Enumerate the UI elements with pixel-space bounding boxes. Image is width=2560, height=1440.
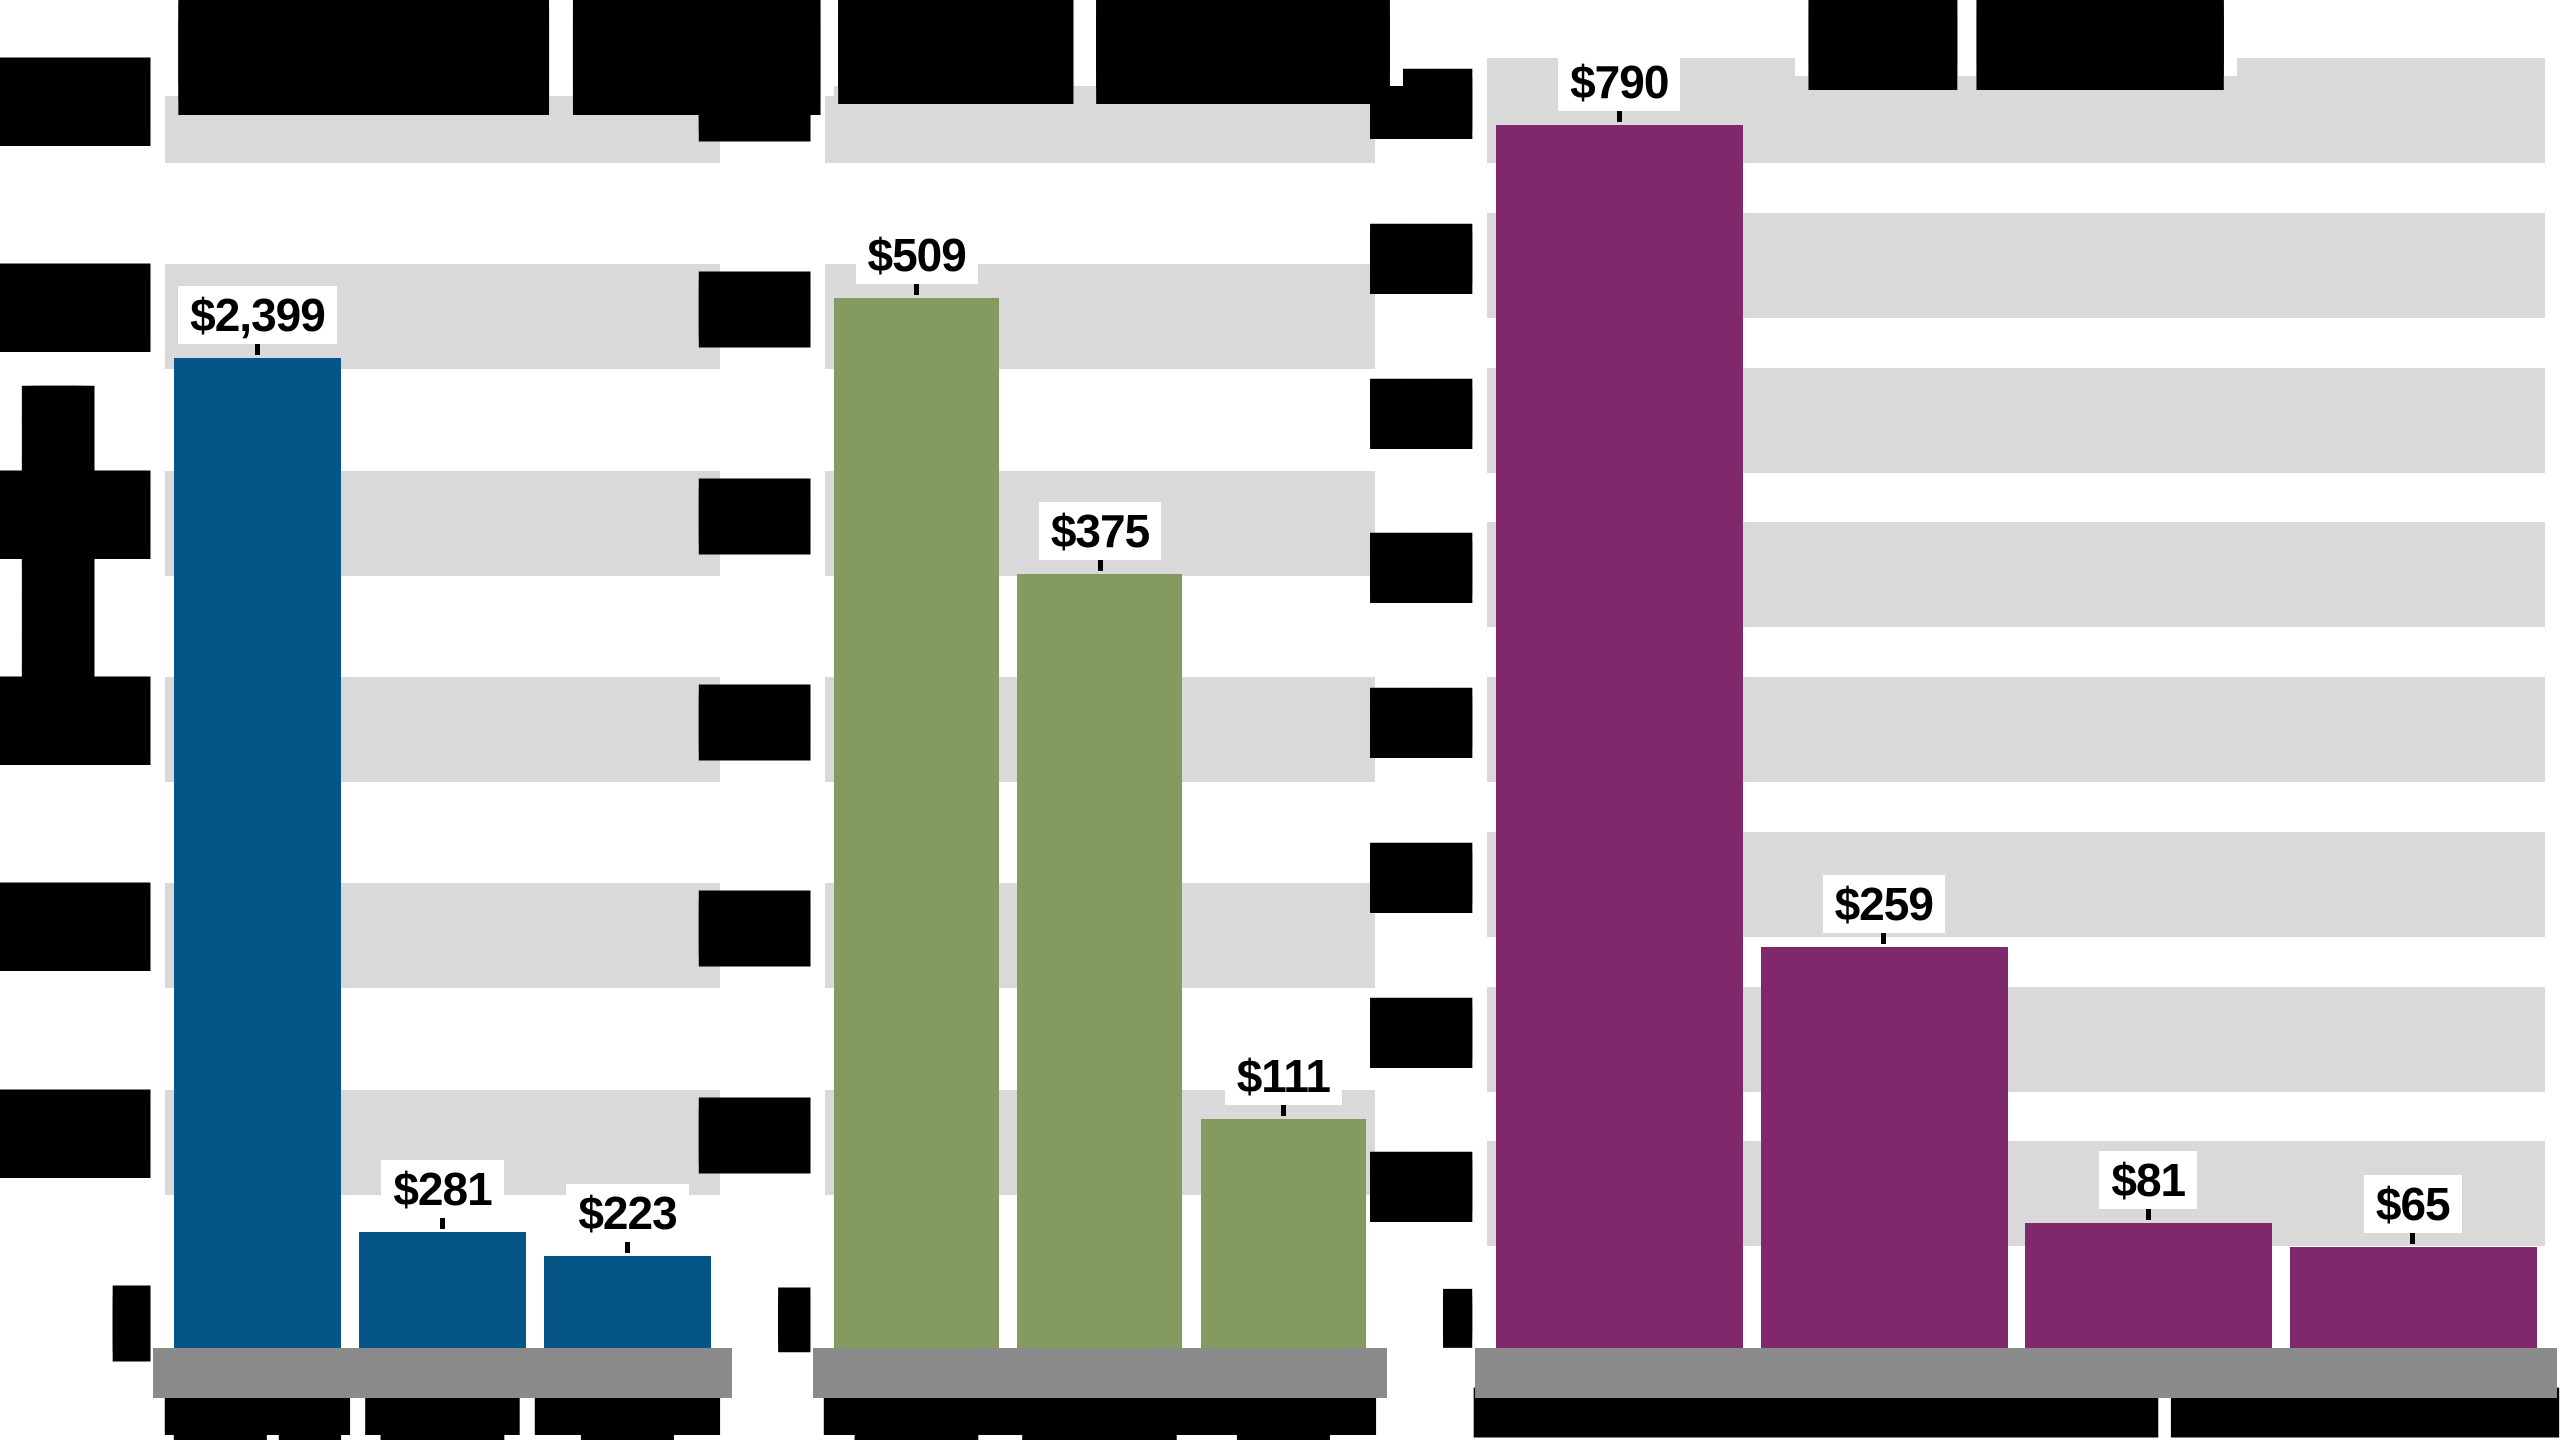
x-axis-category-line: ███: [1162, 1432, 1405, 1440]
x-axis-category-line: █████: [978, 1432, 1221, 1440]
y-axis-tick-label: ████: [0, 482, 150, 548]
panel-3-plot-area: $790 $259 $81 $65: [1487, 0, 2545, 1348]
bar-$65: [2290, 1247, 2537, 1348]
value-label-tick: [1881, 931, 1887, 944]
x-axis-category-line: ██████: [824, 1389, 1009, 1435]
x-axis-band: [813, 1348, 1387, 1398]
value-label-tick: [625, 1240, 630, 1253]
bar-$81: [2025, 1223, 2272, 1348]
y-axis-tick-label: ████: [0, 70, 150, 135]
panel-1-plot-area: $2,399 $281 $223: [165, 0, 720, 1348]
panel-2-title: ████ █████: [825, 2, 1404, 86]
bar-value-text: $65: [2363, 1175, 2462, 1233]
value-label-tick: [2145, 1207, 2151, 1220]
x-axis-band: [1475, 1348, 2557, 1398]
x-axis-category-label: █████████: [320, 1392, 565, 1440]
x-axis-category-line: █████████: [2268, 1388, 2559, 1437]
bar-value-text: $111: [1224, 1047, 1342, 1105]
x-axis-band: [153, 1348, 732, 1398]
x-axis-category-label: ████████████: [978, 1392, 1221, 1440]
bar-value-text: $223: [566, 1184, 689, 1242]
y-axis-zero-label: █: [778, 1296, 810, 1344]
y-axis-tick-label: ████: [0, 689, 150, 754]
bar-value-text: $375: [1038, 502, 1162, 560]
x-axis-category-line: ████████: [1755, 1388, 2014, 1437]
y-axis-zero-label: █: [1443, 1297, 1472, 1340]
x-axis-category-label: ██████████: [795, 1392, 1038, 1440]
y-axis-tick-label: ████: [0, 1101, 150, 1167]
bar-$111: [1201, 1119, 1366, 1348]
panel-2-plot-area: $509 $375 $111: [825, 0, 1375, 1348]
y-axis-tick-label: ████: [0, 895, 150, 961]
y-axis-tick-label: ███: [1370, 1007, 1472, 1059]
y-axis-tick-label: ███: [699, 695, 810, 751]
panel-1-title: ██████ ████: [165, 8, 834, 96]
value-label-tick: [1616, 109, 1622, 122]
x-axis-category-line: ██████: [1191, 1389, 1376, 1435]
x-axis-category-line: █████ ████: [1996, 1388, 2301, 1437]
bar-value-label: $2,399: [98, 286, 418, 344]
x-axis-category-label: █████████ ██: [135, 1392, 380, 1440]
y-axis-zero-label: █: [113, 1296, 150, 1352]
bar-value-label: $111: [1123, 1047, 1443, 1105]
bar-value-text: $790: [1558, 53, 1681, 111]
x-axis-category-line: █████: [365, 1389, 520, 1435]
bar-value-label: $375: [940, 502, 1260, 560]
bar-value-label: $81: [1988, 1151, 2308, 1209]
bar-$509: [834, 298, 999, 1348]
x-axis-category-line: ██████: [535, 1389, 720, 1435]
x-axis-category-label: █████████: [505, 1392, 750, 1440]
bar-value-text: $509: [855, 226, 978, 284]
y-axis-tick-label: ████: [0, 276, 150, 342]
y-axis-tick-label: ███: [1370, 543, 1472, 595]
x-axis-category-label: █████████: [2251, 1388, 2560, 1437]
y-axis-tick-label: ███: [1370, 388, 1472, 440]
bar-value-text: $281: [381, 1160, 504, 1218]
bar-value-label: $223: [468, 1184, 788, 1242]
x-axis-category-label: █████ ████: [1986, 1388, 2311, 1437]
bar-value-label: $65: [2253, 1175, 2560, 1233]
x-axis-category-line: ███ ██: [135, 1432, 380, 1440]
x-axis-category-line: ████: [320, 1432, 565, 1440]
bar-value-text: $259: [1822, 875, 1945, 933]
bar-value-label: $790: [1459, 53, 1779, 111]
bar-value-text: $2,399: [178, 286, 337, 344]
x-axis-category-line: █████████: [1474, 1388, 1765, 1437]
y-axis-tick-label: ███: [1370, 79, 1472, 130]
y-axis-tick-label: ███: [1370, 1162, 1472, 1214]
x-axis-category-label: █████████: [1162, 1392, 1405, 1440]
bar-$259: [1761, 947, 2008, 1348]
y-axis-tick-label: ███: [1370, 852, 1472, 904]
bar-value-text: $81: [2099, 1151, 2198, 1209]
panel-3-title: ███ █████: [1487, 4, 2545, 76]
bar-value-label: $509: [757, 226, 1077, 284]
value-label-tick: [1280, 1103, 1286, 1116]
bar-$790: [1496, 125, 1743, 1348]
x-axis-category-label: █████████: [1457, 1388, 1782, 1437]
x-axis-category-line: ███: [505, 1432, 750, 1440]
bar-$375: [1017, 574, 1182, 1348]
y-axis-tick-label: ███: [699, 901, 810, 958]
bar-$2,399: [174, 358, 341, 1348]
y-axis-tick-label: ███: [1370, 233, 1472, 285]
bar-$223: [544, 1256, 711, 1348]
value-label-tick: [255, 342, 260, 355]
y-axis-tick-label: ███: [699, 488, 810, 545]
value-label-tick: [1097, 558, 1103, 571]
bar-$281: [359, 1232, 526, 1348]
x-axis-category-line: ██████: [165, 1389, 350, 1435]
bar-value-label: $281: [283, 1160, 603, 1218]
y-axis-tick-label: ███: [699, 1107, 810, 1164]
value-label-tick: [2410, 1231, 2416, 1244]
bar-value-label: $259: [1724, 875, 2044, 933]
value-label-tick: [914, 282, 920, 295]
x-axis-category-line: ███████: [991, 1389, 1208, 1435]
y-axis-tick-label: ███: [1370, 698, 1472, 749]
x-axis-category-label: ████████: [1722, 1388, 2047, 1437]
value-label-tick: [440, 1216, 445, 1229]
x-axis-category-line: ████: [795, 1432, 1038, 1440]
y-axis-tick-label: ███: [699, 282, 810, 339]
